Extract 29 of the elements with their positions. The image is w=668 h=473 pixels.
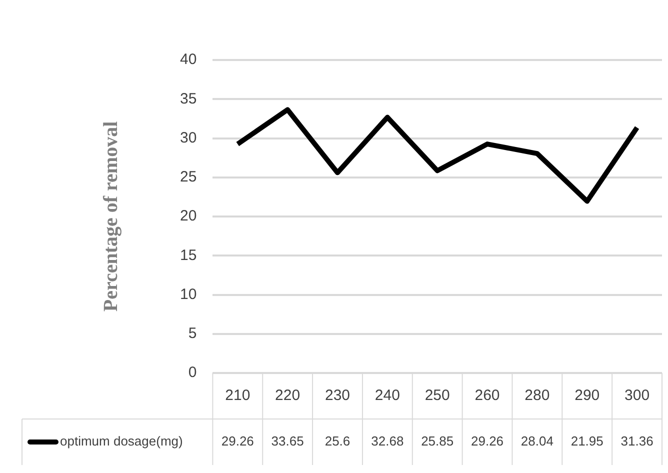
x-tick-label: 300	[624, 387, 650, 404]
x-tick-label: 250	[424, 387, 450, 404]
x-tick-label: 290	[574, 387, 600, 404]
data-label: 28.04	[520, 434, 554, 449]
y-tick-label: 0	[188, 364, 197, 382]
x-tick-label: 260	[474, 387, 500, 404]
data-label: 33.65	[271, 434, 304, 449]
x-tick-label: 220	[275, 387, 300, 404]
data-label: 25.6	[324, 434, 350, 449]
y-tick-label: 5	[188, 325, 197, 342]
data-label: 29.26	[470, 434, 504, 449]
y-tick-label: 25	[180, 168, 197, 186]
data-label: 32.68	[371, 434, 404, 449]
x-tick-label: 240	[374, 387, 400, 404]
y-tick-label: 35	[180, 90, 197, 108]
y-axis-title: Percentage of removal	[100, 120, 122, 312]
data-label: 21.95	[570, 434, 604, 449]
x-tick-label: 280	[524, 387, 550, 404]
y-tick-label: 15	[180, 246, 197, 264]
legend-label: optimum dosage(mg)	[60, 434, 183, 449]
x-tick-label: 230	[324, 387, 350, 404]
data-label: 31.36	[620, 434, 654, 449]
y-tick-label: 10	[180, 286, 197, 303]
y-tick-label: 20	[180, 208, 197, 225]
data-label: 29.26	[221, 434, 254, 449]
y-tick-label: 30	[180, 129, 197, 146]
y-tick-label: 40	[180, 51, 197, 68]
data-label: 25.85	[421, 434, 454, 449]
x-tick-label: 210	[225, 387, 250, 404]
